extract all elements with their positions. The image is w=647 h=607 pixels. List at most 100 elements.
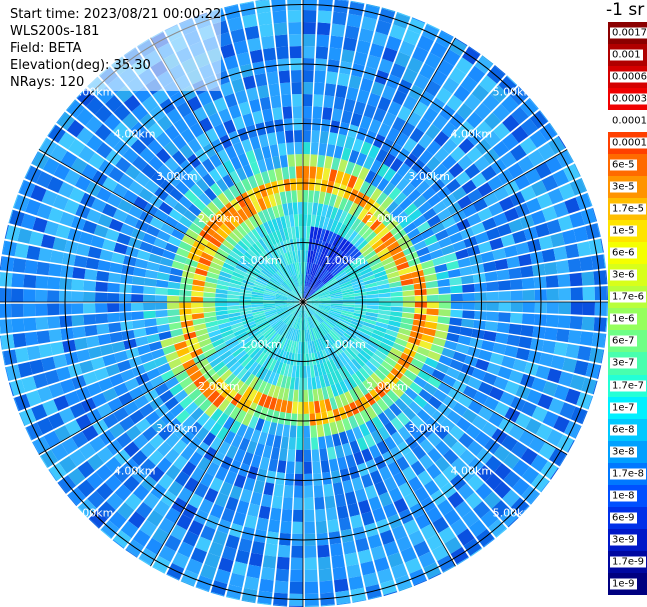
range-gate: [330, 295, 343, 299]
range-gate: [334, 325, 346, 335]
range-gate: [70, 157, 88, 174]
range-gate: [550, 355, 566, 370]
range-gate: [321, 242, 329, 255]
range-gate: [301, 286, 303, 298]
range-gate: [220, 385, 233, 399]
range-gate: [417, 470, 433, 486]
range-gate: [409, 331, 423, 340]
range-gate: [306, 302, 319, 306]
range-gate: [474, 231, 489, 244]
colorbar-step: 3e-5: [608, 176, 647, 199]
range-gate: [556, 328, 570, 343]
range-gate: [242, 412, 253, 427]
range-gate: [348, 270, 360, 279]
range-gate: [202, 385, 216, 399]
range-gate: [91, 198, 107, 213]
range-gate: [275, 217, 283, 230]
range-gate: [42, 157, 60, 175]
range-gate: [567, 440, 575, 453]
range-ring-label: 2.00km: [366, 212, 408, 225]
colorbar-step: 1.7e-6: [608, 286, 647, 309]
range-gate: [303, 142, 311, 155]
range-gate: [32, 217, 48, 233]
range-gate: [389, 315, 402, 323]
range-gate: [535, 423, 553, 441]
range-gate: [287, 299, 299, 302]
range-gate: [295, 154, 303, 167]
range-gate: [322, 107, 333, 121]
range-gate: [341, 259, 353, 269]
range-gate: [319, 350, 326, 363]
range-gate: [352, 426, 364, 440]
range-gate: [306, 304, 316, 313]
range-gate: [233, 40, 249, 55]
range-gate: [198, 257, 212, 267]
range-gate: [342, 304, 355, 308]
range-gate: [266, 71, 279, 85]
range-gate: [193, 273, 207, 282]
range-gate: [286, 461, 295, 474]
range-gate: [191, 313, 205, 320]
range-gate: [359, 115, 373, 130]
range-gate: [320, 604, 335, 607]
range-gate: [413, 194, 427, 209]
range-gate: [181, 461, 197, 477]
range-gate: [473, 320, 486, 330]
range-gate: [345, 454, 357, 468]
range-gate: [106, 492, 124, 511]
range-gate: [223, 55, 239, 70]
range-gate: [107, 312, 120, 323]
range-gate: [120, 520, 139, 539]
range-gate: [252, 286, 265, 292]
range-gate: [244, 218, 255, 231]
range-gate: [220, 266, 234, 275]
range-gate: [211, 257, 225, 267]
range-gate: [59, 456, 77, 474]
range-gate: [191, 291, 204, 297]
range-gate: [329, 309, 342, 315]
range-gate: [162, 344, 176, 355]
range-gate: [382, 47, 398, 63]
range-gate: [355, 370, 366, 383]
range-gate: [280, 399, 288, 413]
range-gate: [437, 499, 454, 516]
range-gate: [308, 389, 314, 402]
range-gate: [288, 303, 300, 309]
range-gate: [189, 370, 203, 382]
range-gate: [326, 180, 335, 194]
range-gate: [277, 460, 287, 474]
colorbar-label: 6e-5: [610, 159, 637, 171]
colorbar-label: 3e-9: [610, 534, 637, 546]
range-gate: [260, 340, 271, 352]
range-gate: [255, 352, 266, 364]
range-gate: [249, 98, 261, 113]
range-gate: [335, 355, 345, 368]
range-gate: [244, 342, 256, 353]
range-gate: [152, 88, 169, 105]
range-gate: [239, 257, 251, 268]
range-gate: [294, 317, 299, 329]
range-gate: [446, 178, 461, 193]
range-gate: [458, 432, 474, 449]
colorbar-step: 6e-6: [608, 242, 647, 265]
colorbar-label: 6e-6: [610, 247, 637, 259]
range-gate: [600, 349, 605, 364]
range-gate: [482, 93, 500, 112]
range-gate: [258, 380, 268, 394]
range-gate: [247, 388, 258, 402]
range-gate: [410, 460, 426, 476]
range-gate: [294, 142, 303, 155]
range-gate: [146, 368, 161, 381]
range-gate: [354, 295, 367, 299]
range-gate: [273, 604, 288, 607]
range-gate: [219, 481, 233, 497]
range-ring-label: 3.00km: [408, 422, 450, 435]
range-gate: [218, 557, 234, 573]
range-gate: [299, 365, 303, 378]
range-gate: [229, 170, 241, 185]
range-gate: [456, 103, 474, 120]
range-gate: [251, 262, 263, 272]
range-gate: [224, 470, 238, 485]
range-gate: [145, 411, 160, 426]
range-gate: [344, 135, 356, 150]
